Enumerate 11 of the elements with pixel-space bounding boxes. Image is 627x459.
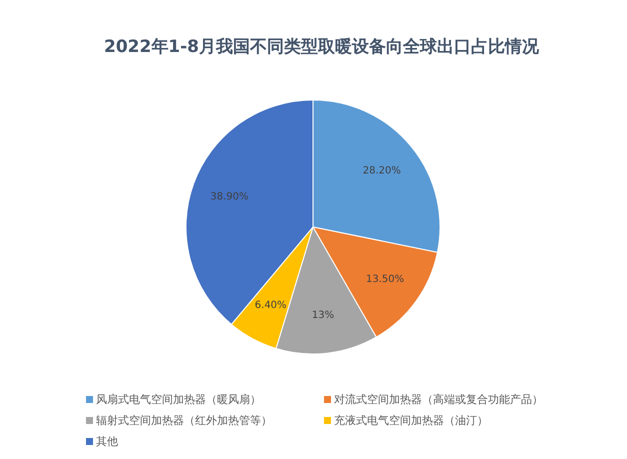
data-label: 6.40% (254, 300, 287, 311)
data-label: 13% (312, 310, 334, 322)
legend-label: 其他 (96, 435, 118, 448)
legend-label: 风扇式电气空间加热器（暖风扇） (96, 393, 261, 406)
data-label: 38.90% (210, 191, 249, 202)
data-label: 13.50% (366, 274, 404, 285)
legend-label: 对流式空间加热器（高端或复合功能产品） (334, 393, 543, 406)
legend-label: 辐射式空间加热器（红外加热管等） (96, 414, 272, 428)
chart-title: 2022年1-8月我国不同类型取暖设备向全球出口占比情况 (104, 37, 540, 57)
data-label: 28.20% (362, 166, 401, 176)
legend-label: 充液式电气空间加热器（油汀） (334, 414, 488, 428)
